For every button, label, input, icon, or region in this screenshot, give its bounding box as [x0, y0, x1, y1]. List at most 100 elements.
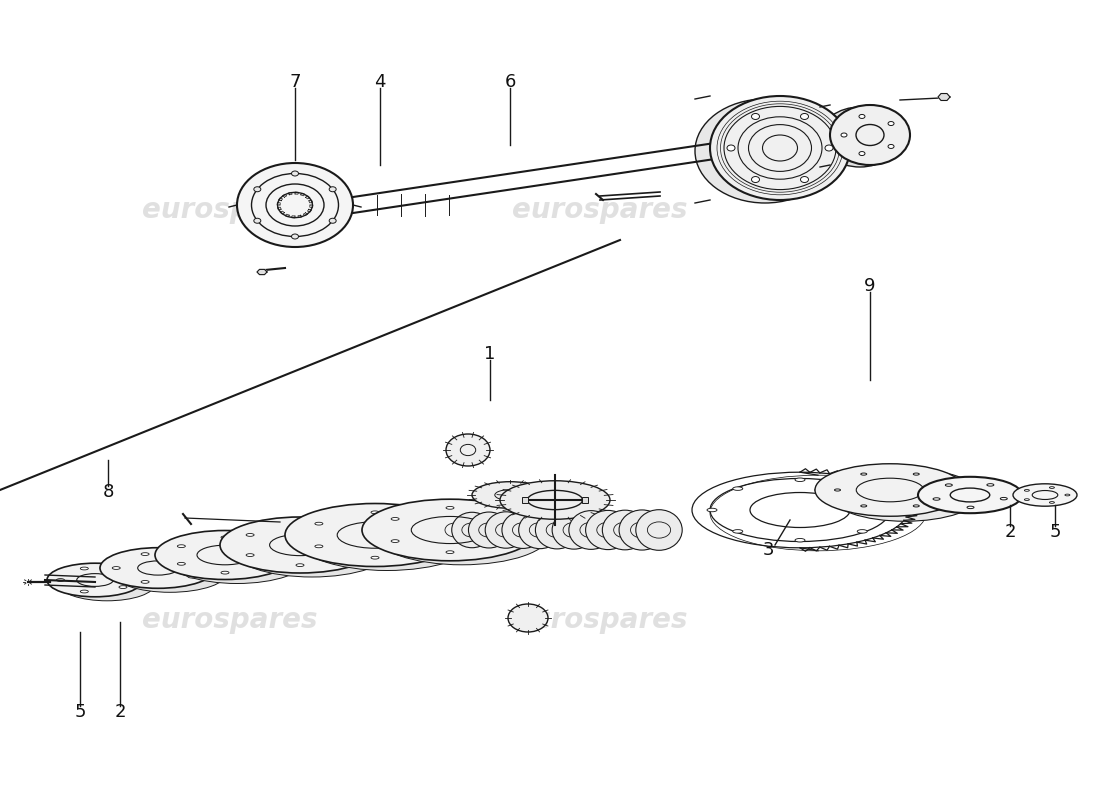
Ellipse shape: [888, 122, 894, 126]
Ellipse shape: [427, 545, 436, 548]
Ellipse shape: [188, 575, 196, 578]
Text: 3: 3: [762, 541, 773, 559]
Ellipse shape: [815, 464, 965, 516]
Ellipse shape: [472, 482, 548, 508]
Ellipse shape: [585, 510, 630, 550]
Text: eurospares: eurospares: [513, 606, 688, 634]
Ellipse shape: [292, 234, 298, 239]
Text: eurospares: eurospares: [513, 196, 688, 224]
Ellipse shape: [374, 503, 550, 565]
Ellipse shape: [485, 512, 527, 548]
Ellipse shape: [733, 487, 742, 490]
Ellipse shape: [987, 484, 994, 486]
Ellipse shape: [1024, 490, 1030, 491]
Ellipse shape: [246, 534, 254, 536]
Ellipse shape: [167, 534, 307, 583]
Text: 1: 1: [484, 345, 496, 363]
Ellipse shape: [842, 133, 847, 137]
Ellipse shape: [835, 489, 840, 491]
Ellipse shape: [1000, 498, 1008, 500]
Ellipse shape: [603, 510, 648, 550]
Ellipse shape: [508, 604, 548, 632]
Ellipse shape: [446, 506, 454, 510]
Ellipse shape: [710, 96, 850, 200]
Ellipse shape: [939, 489, 946, 491]
Ellipse shape: [1065, 494, 1070, 496]
Ellipse shape: [265, 545, 273, 547]
Text: 2: 2: [114, 703, 125, 721]
Ellipse shape: [636, 510, 682, 550]
Text: 5: 5: [1049, 523, 1060, 541]
Ellipse shape: [80, 567, 88, 570]
Ellipse shape: [918, 477, 1022, 514]
Ellipse shape: [119, 586, 126, 589]
Ellipse shape: [795, 538, 805, 542]
Ellipse shape: [232, 521, 392, 577]
Bar: [522, 497, 528, 503]
Ellipse shape: [221, 571, 229, 574]
Text: 9: 9: [865, 277, 876, 295]
Ellipse shape: [329, 186, 337, 192]
Ellipse shape: [830, 469, 980, 522]
Ellipse shape: [188, 558, 196, 561]
Ellipse shape: [933, 498, 940, 500]
Ellipse shape: [446, 550, 454, 554]
Ellipse shape: [220, 517, 380, 573]
Text: eurospares: eurospares: [142, 606, 318, 634]
Text: 4: 4: [374, 73, 386, 91]
Ellipse shape: [427, 522, 436, 525]
Ellipse shape: [362, 499, 538, 561]
Ellipse shape: [292, 171, 298, 176]
Ellipse shape: [80, 590, 88, 593]
Ellipse shape: [265, 562, 273, 566]
Ellipse shape: [469, 512, 509, 548]
Ellipse shape: [913, 473, 920, 475]
Ellipse shape: [345, 534, 354, 536]
Ellipse shape: [452, 512, 493, 548]
Text: 7: 7: [289, 73, 300, 91]
Ellipse shape: [141, 553, 150, 555]
Ellipse shape: [56, 578, 65, 582]
Ellipse shape: [500, 481, 610, 519]
Ellipse shape: [119, 571, 126, 574]
Ellipse shape: [221, 536, 229, 538]
Ellipse shape: [707, 508, 717, 512]
Ellipse shape: [315, 522, 323, 525]
Ellipse shape: [859, 114, 865, 118]
Polygon shape: [938, 94, 950, 101]
Ellipse shape: [857, 487, 867, 490]
Ellipse shape: [751, 114, 759, 119]
Ellipse shape: [830, 105, 910, 165]
Ellipse shape: [112, 566, 120, 570]
Ellipse shape: [857, 530, 867, 533]
Ellipse shape: [100, 548, 216, 588]
Text: 5: 5: [75, 703, 86, 721]
Ellipse shape: [502, 511, 544, 549]
Ellipse shape: [59, 567, 155, 601]
Ellipse shape: [695, 99, 835, 203]
Ellipse shape: [446, 434, 490, 466]
Ellipse shape: [254, 186, 261, 192]
Ellipse shape: [345, 554, 354, 557]
Ellipse shape: [801, 177, 808, 182]
Ellipse shape: [795, 478, 805, 482]
Ellipse shape: [296, 523, 304, 526]
Ellipse shape: [619, 510, 664, 550]
Ellipse shape: [913, 505, 920, 507]
Ellipse shape: [801, 114, 808, 119]
Ellipse shape: [1049, 502, 1055, 503]
Ellipse shape: [552, 511, 596, 549]
Ellipse shape: [47, 563, 143, 597]
Ellipse shape: [315, 545, 323, 548]
Ellipse shape: [888, 145, 894, 149]
Ellipse shape: [825, 145, 833, 151]
Ellipse shape: [751, 177, 759, 182]
Ellipse shape: [296, 564, 304, 566]
Ellipse shape: [236, 163, 353, 247]
Ellipse shape: [860, 473, 867, 475]
Ellipse shape: [967, 506, 974, 509]
Ellipse shape: [945, 484, 953, 486]
Ellipse shape: [141, 581, 150, 583]
Ellipse shape: [371, 556, 380, 559]
Ellipse shape: [112, 552, 228, 592]
